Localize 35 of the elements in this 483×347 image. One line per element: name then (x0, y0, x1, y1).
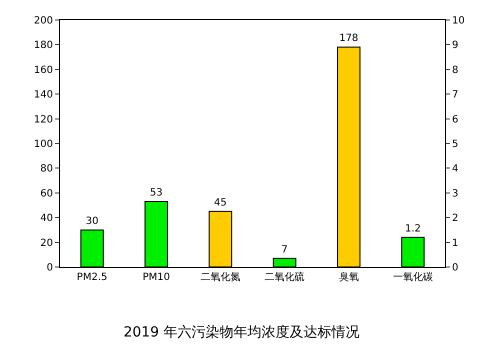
y2-tick-label: 4 (452, 164, 458, 175)
y2-tick-label: 1 (452, 238, 458, 249)
data-label: 53 (150, 188, 163, 199)
x-tick-label: 二氧化氮 (200, 271, 240, 283)
y-tick-label: 120 (34, 114, 53, 126)
y-tick-label: 80 (40, 164, 53, 175)
y2-tick-label: 7 (452, 90, 458, 101)
y-tick-label: 200 (34, 16, 53, 26)
x-tick-label: PM10 (142, 272, 170, 283)
y2-tick-label: 5 (452, 139, 458, 150)
y2-tick-label: 6 (452, 114, 458, 126)
x-tick-label: PM2.5 (76, 272, 108, 283)
y2-tick-label: 2 (452, 213, 458, 224)
x-tick-label: 一氧化碳 (392, 271, 433, 283)
data-label: 178 (339, 33, 358, 44)
y-tick-label: 60 (40, 188, 53, 200)
y-tick-label: 40 (40, 213, 53, 224)
y2-tick-label: 8 (452, 64, 458, 76)
x-tick-label: 臭氧 (338, 271, 359, 283)
y2-tick-label: 9 (452, 40, 458, 52)
y-tick-label: 180 (34, 40, 53, 52)
data-label: 1.2 (404, 223, 421, 234)
y2-tick-label: 0 (452, 262, 458, 274)
y-tick-label: 20 (40, 238, 53, 249)
x-tick-label: 二氧化硫 (264, 271, 305, 283)
data-label: 30 (86, 216, 98, 227)
y-tick-label: 160 (34, 64, 53, 76)
text: 2019 年六污染物年均浓度及达标情况 (123, 324, 360, 341)
y-tick-label: 100 (34, 139, 53, 150)
y2-tick-label: 3 (452, 188, 458, 200)
data-label: 7 (281, 244, 288, 256)
y-tick-label: 140 (34, 90, 53, 101)
y-tick-label: 0 (46, 262, 53, 274)
y2-tick-label: 10 (452, 16, 465, 26)
data-label: 45 (214, 197, 227, 208)
